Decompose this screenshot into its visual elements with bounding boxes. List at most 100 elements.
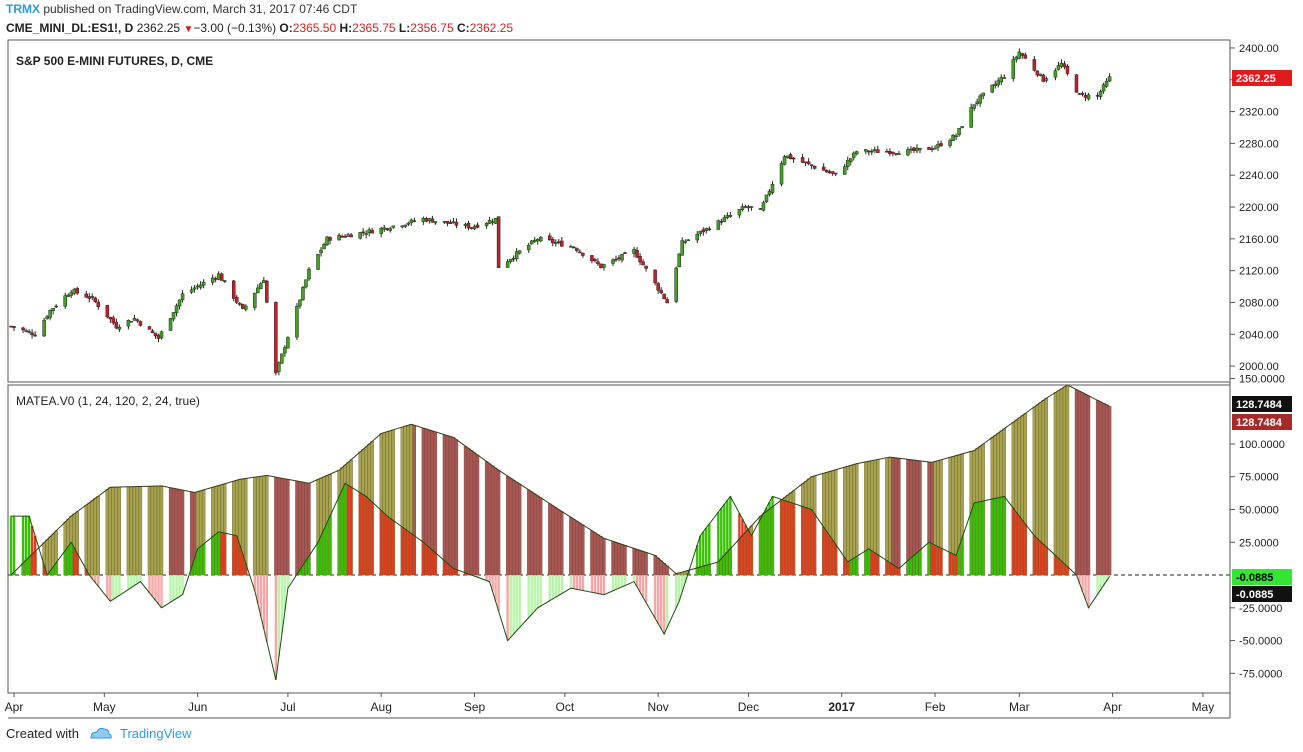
candle-body bbox=[54, 305, 58, 308]
candle-body bbox=[241, 303, 245, 309]
fast-oscillator-bar bbox=[449, 565, 452, 576]
candle-body bbox=[201, 281, 206, 286]
fast-oscillator-bar bbox=[729, 496, 732, 576]
candle-body bbox=[135, 319, 140, 322]
candle-body bbox=[767, 190, 772, 195]
fast-oscillator-bar bbox=[9, 516, 13, 576]
candle-body bbox=[1083, 95, 1088, 98]
candle-body bbox=[156, 334, 161, 339]
fast-oscillator-bar bbox=[30, 525, 34, 576]
slow-envelope-bar bbox=[569, 517, 573, 576]
candle-body bbox=[409, 219, 414, 224]
candle-body bbox=[496, 216, 501, 268]
fast-oscillator-bar bbox=[307, 556, 311, 576]
fast-oscillator-bar bbox=[912, 555, 916, 576]
fast-oscillator-bar bbox=[485, 575, 488, 581]
candle-body bbox=[253, 292, 257, 308]
time-tick-label: 2017 bbox=[828, 700, 855, 714]
candle-body bbox=[812, 165, 817, 169]
candle-body bbox=[969, 107, 973, 128]
candle-body bbox=[888, 151, 892, 154]
fast-oscillator-bar bbox=[684, 575, 687, 583]
fast-oscillator-bar bbox=[112, 575, 115, 600]
slow-envelope-bar bbox=[590, 530, 594, 576]
fast-oscillator-bar bbox=[358, 492, 362, 576]
fast-oscillator-bar bbox=[422, 542, 425, 576]
fast-oscillator-bar bbox=[994, 498, 997, 576]
price-tick-label: 2320.00 bbox=[1239, 107, 1279, 119]
fast-oscillator-bar bbox=[780, 499, 783, 576]
candle-body bbox=[764, 194, 769, 203]
candle-body bbox=[1017, 51, 1022, 59]
candle-body bbox=[51, 308, 55, 311]
candle-body bbox=[891, 151, 895, 154]
tradingview-link[interactable]: TradingView bbox=[120, 726, 192, 741]
candle-body bbox=[782, 156, 787, 165]
fast-oscillator-bar bbox=[726, 500, 729, 576]
fast-oscillator-bar bbox=[136, 575, 139, 584]
indicator-pane[interactable]: MATEA.V0 (1, 24, 120, 2, 24, true) bbox=[8, 384, 1230, 681]
candle-body bbox=[894, 153, 898, 155]
candle-body bbox=[180, 293, 185, 301]
fast-oscillator-bar bbox=[807, 508, 810, 576]
candle-body bbox=[1023, 54, 1028, 59]
slow-envelope-bar bbox=[180, 489, 185, 576]
indicator-tick-label: -50.0000 bbox=[1239, 636, 1282, 648]
candle-body bbox=[833, 172, 838, 175]
ohlc-legend: CME_MINI_DL:ES1!, D 2362.25 ▼−3.00 (−0.1… bbox=[6, 21, 513, 35]
candle-body bbox=[304, 279, 308, 288]
slow-envelope-bar bbox=[138, 486, 143, 576]
candle-body bbox=[93, 297, 98, 302]
fast-oscillator-bar bbox=[76, 553, 79, 576]
price-pane[interactable]: S&P 500 E-MINI FUTURES, D, CME bbox=[9, 48, 1112, 376]
candle-body bbox=[490, 221, 495, 223]
indicator-value-label-box bbox=[1232, 396, 1292, 412]
candle-body bbox=[641, 261, 645, 266]
fast-oscillator-bar bbox=[12, 516, 16, 576]
fast-oscillator-bar bbox=[27, 516, 31, 576]
candle-body bbox=[222, 280, 227, 282]
slow-envelope-bar bbox=[283, 478, 287, 576]
slow-envelope-bar bbox=[1077, 390, 1082, 576]
fast-oscillator-bar bbox=[708, 523, 711, 576]
fast-oscillator-bar bbox=[431, 550, 434, 576]
fast-oscillator-bar bbox=[662, 575, 666, 635]
candle-body bbox=[852, 152, 856, 158]
candle-body bbox=[659, 289, 663, 294]
candle-body bbox=[870, 150, 874, 153]
author-name[interactable]: TRMX bbox=[6, 2, 40, 16]
fast-oscillator-bar bbox=[1045, 546, 1048, 576]
fast-oscillator-bar bbox=[551, 575, 554, 599]
time-tick-label: May bbox=[93, 700, 116, 714]
last-price-label: 2362.25 bbox=[1236, 73, 1276, 85]
tradingview-logo-icon[interactable] bbox=[89, 726, 113, 743]
slow-envelope-bar bbox=[635, 549, 639, 576]
slow-envelope-bar bbox=[1098, 401, 1103, 576]
fast-oscillator-bar bbox=[386, 516, 389, 576]
candle-body bbox=[975, 101, 979, 104]
candle-body bbox=[746, 206, 751, 209]
candle-body bbox=[219, 273, 224, 281]
price-tick-label: 2240.00 bbox=[1239, 170, 1279, 182]
candle-body bbox=[906, 149, 910, 156]
fast-oscillator-bar bbox=[593, 575, 597, 593]
candle-body bbox=[948, 140, 952, 146]
fast-oscillator-bar bbox=[927, 542, 931, 576]
candle-body bbox=[719, 221, 724, 223]
slow-envelope-bar bbox=[623, 545, 627, 576]
fast-oscillator-bar bbox=[389, 518, 392, 576]
candle-body bbox=[1095, 95, 1100, 97]
slow-envelope-bar bbox=[177, 489, 182, 576]
fast-oscillator-bar bbox=[530, 575, 533, 615]
candle-body bbox=[280, 353, 284, 364]
slow-envelope-bar bbox=[150, 486, 155, 576]
candle-body bbox=[117, 327, 122, 330]
fast-oscillator-bar bbox=[328, 516, 332, 576]
candle-body bbox=[487, 220, 492, 224]
fast-oscillator-bar bbox=[747, 530, 750, 576]
fast-oscillator-bar bbox=[1102, 575, 1105, 586]
fast-oscillator-bar bbox=[539, 575, 542, 607]
slow-envelope-bar bbox=[153, 485, 158, 576]
slow-envelope-bar bbox=[93, 498, 97, 576]
